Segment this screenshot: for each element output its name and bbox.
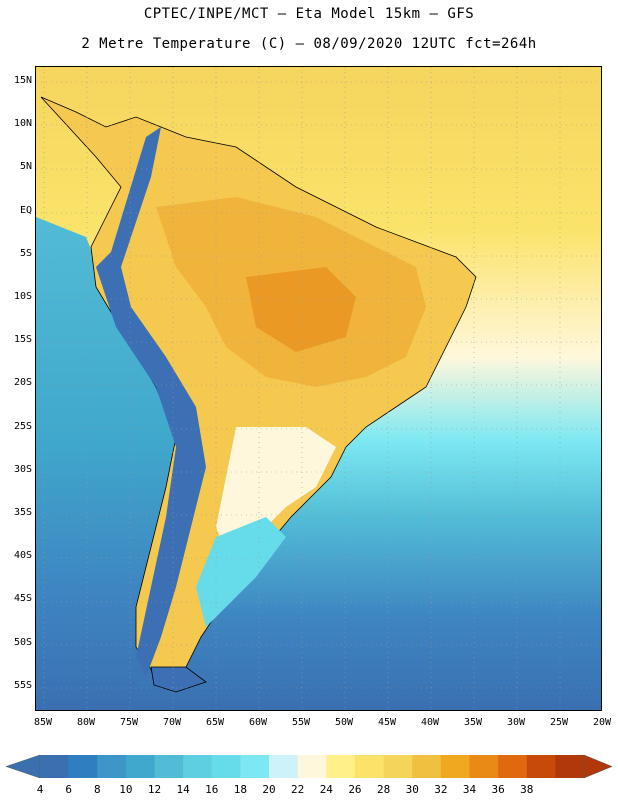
- colorbar-level-label: 22: [291, 783, 305, 796]
- lat-label: 25S: [13, 420, 32, 432]
- lon-label: 25W: [549, 717, 569, 728]
- lon-label: 35W: [463, 717, 483, 728]
- lat-label: 20S: [13, 377, 32, 389]
- colorbar-swatch: [154, 755, 184, 778]
- colorbar-swatch: [526, 755, 556, 778]
- lon-label: 30W: [506, 717, 526, 728]
- lat-label: 40S: [13, 550, 32, 562]
- chart-subtitle: 2 Metre Temperature (C) – 08/09/2020 12U…: [81, 36, 537, 52]
- colorbar-swatch: [297, 755, 327, 778]
- colorbar-level-label: 6: [65, 783, 72, 796]
- colorbar-swatch: [498, 755, 528, 778]
- lat-label: 10N: [13, 118, 32, 130]
- lon-label: 75W: [119, 717, 139, 728]
- map-frame: [35, 66, 602, 711]
- colorbar-swatch: [469, 755, 499, 778]
- colorbar-level-label: 36: [491, 783, 505, 796]
- colorbar-swatch: [326, 755, 356, 778]
- colorbar-level-label: 10: [119, 783, 133, 796]
- colorbar-swatch: [354, 755, 384, 778]
- colorbar-swatch: [412, 755, 442, 778]
- colorbar-level-label: 18: [233, 783, 248, 796]
- lon-label: 50W: [334, 717, 354, 728]
- colorbar-swatch: [68, 755, 98, 778]
- colorbar-level-label: 14: [176, 783, 190, 796]
- colorbar-swatch: [125, 755, 155, 778]
- colorbar: [5, 754, 613, 779]
- colorbar-swatch: [555, 755, 585, 778]
- tierra-del-fuego: [150, 666, 207, 693]
- lon-label: 85W: [33, 717, 53, 728]
- lon-label: 40W: [420, 717, 440, 728]
- lon-label: 45W: [377, 717, 397, 728]
- lat-label: 35S: [13, 507, 32, 518]
- colorbar-level-label: 4: [36, 783, 44, 796]
- lat-label: 15N: [13, 75, 32, 86]
- colorbar-level-label: 38: [520, 783, 534, 796]
- colorbar-swatch: [383, 755, 413, 778]
- lat-label: 10S: [13, 291, 32, 302]
- colorbar-left-arrow: [5, 754, 41, 779]
- lat-label: 5S: [19, 247, 32, 259]
- colorbar-swatch: [440, 755, 470, 778]
- pampas-cool: [196, 517, 286, 627]
- colorbar-level-label: 26: [348, 783, 362, 796]
- colorbar-level-label: 16: [205, 783, 219, 796]
- colorbar-level-label: 30: [405, 783, 419, 796]
- lon-label: 80W: [76, 717, 96, 728]
- colorbar-level-label: 8: [93, 783, 101, 796]
- lat-label: 5N: [19, 161, 32, 173]
- colorbar-level-label: 24: [319, 783, 333, 796]
- andes-ridge: [96, 127, 206, 677]
- lon-label: 55W: [291, 717, 311, 728]
- lon-label: 20W: [592, 717, 612, 728]
- lat-label: 45S: [13, 593, 32, 605]
- lon-label: 65W: [205, 717, 225, 728]
- lat-label: 30S: [13, 463, 32, 475]
- colorbar-level-label: 28: [376, 783, 391, 796]
- colorbar-swatch: [269, 755, 298, 778]
- chart-title: CPTEC/INPE/MCT – Eta Model 15km – GFS: [143, 6, 475, 22]
- colorbar-level-label: 32: [434, 783, 448, 796]
- colorbar-swatch: [40, 755, 69, 778]
- temperature-map: [36, 67, 601, 710]
- colorbar-level-label: 20: [262, 783, 276, 796]
- colorbar-level-label: 34: [462, 783, 477, 796]
- colorbar-swatch: [240, 755, 270, 778]
- colorbar-swatch: [183, 755, 213, 778]
- lat-label: 50S: [13, 636, 32, 648]
- lon-label: 70W: [162, 717, 182, 728]
- colorbar-swatch: [97, 755, 127, 778]
- lon-label: 60W: [248, 717, 268, 728]
- colorbar-swatch: [211, 755, 241, 778]
- lat-label: EQ: [19, 204, 32, 216]
- colorbar-right-arrow: [583, 754, 613, 779]
- colorbar-level-label: 12: [147, 783, 162, 796]
- central-hot-zone: [246, 267, 356, 352]
- lat-label: 55S: [13, 679, 32, 691]
- lat-label: 15S: [13, 334, 32, 346]
